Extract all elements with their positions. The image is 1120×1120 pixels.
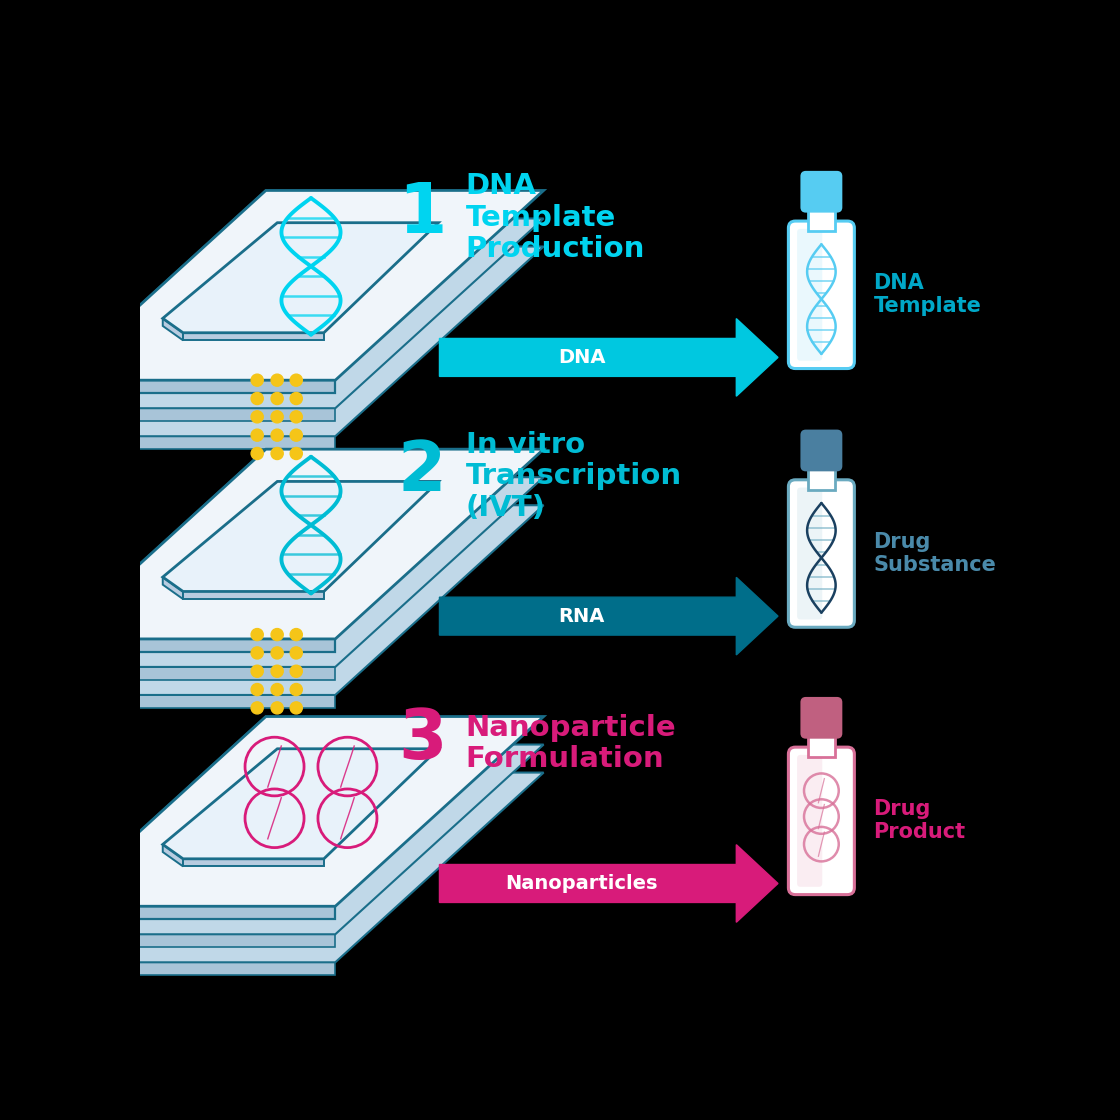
Text: DNA: DNA bbox=[558, 348, 606, 367]
Polygon shape bbox=[57, 934, 335, 948]
Polygon shape bbox=[162, 844, 183, 867]
FancyBboxPatch shape bbox=[788, 747, 855, 895]
Circle shape bbox=[251, 628, 263, 641]
Bar bbox=[808, 463, 834, 491]
Polygon shape bbox=[57, 477, 543, 666]
Polygon shape bbox=[57, 906, 335, 920]
Polygon shape bbox=[57, 246, 543, 437]
Circle shape bbox=[271, 429, 283, 441]
Circle shape bbox=[271, 665, 283, 678]
Polygon shape bbox=[57, 218, 265, 421]
Polygon shape bbox=[162, 482, 438, 591]
FancyBboxPatch shape bbox=[802, 698, 841, 738]
Polygon shape bbox=[162, 318, 183, 340]
Circle shape bbox=[251, 702, 263, 713]
Circle shape bbox=[290, 429, 302, 441]
Polygon shape bbox=[183, 591, 324, 599]
Polygon shape bbox=[57, 505, 543, 694]
Circle shape bbox=[290, 374, 302, 386]
Circle shape bbox=[251, 683, 263, 696]
Circle shape bbox=[271, 702, 283, 713]
Text: In vitro
Transcription
(IVT): In vitro Transcription (IVT) bbox=[466, 431, 682, 522]
Polygon shape bbox=[57, 962, 335, 976]
Circle shape bbox=[251, 411, 263, 423]
Text: RNA: RNA bbox=[559, 607, 605, 626]
Text: Nanoparticles: Nanoparticles bbox=[505, 874, 657, 893]
Polygon shape bbox=[57, 694, 335, 708]
Circle shape bbox=[251, 374, 263, 386]
FancyArrow shape bbox=[439, 577, 778, 655]
Text: DNA
Template: DNA Template bbox=[874, 273, 981, 317]
Polygon shape bbox=[162, 749, 438, 859]
Text: 1: 1 bbox=[398, 179, 446, 246]
FancyBboxPatch shape bbox=[802, 430, 841, 470]
FancyArrow shape bbox=[439, 318, 778, 396]
Circle shape bbox=[271, 628, 283, 641]
Circle shape bbox=[271, 683, 283, 696]
Polygon shape bbox=[57, 218, 543, 408]
Polygon shape bbox=[57, 190, 543, 380]
FancyBboxPatch shape bbox=[797, 487, 822, 619]
Text: 3: 3 bbox=[398, 706, 446, 773]
Polygon shape bbox=[57, 745, 543, 934]
Circle shape bbox=[290, 411, 302, 423]
FancyBboxPatch shape bbox=[797, 755, 822, 887]
Polygon shape bbox=[57, 380, 335, 393]
Polygon shape bbox=[57, 717, 543, 906]
Polygon shape bbox=[57, 717, 265, 920]
Polygon shape bbox=[183, 859, 324, 867]
Circle shape bbox=[251, 429, 263, 441]
Circle shape bbox=[290, 392, 302, 404]
Polygon shape bbox=[57, 773, 543, 962]
Circle shape bbox=[290, 448, 302, 459]
Polygon shape bbox=[57, 190, 265, 393]
Bar bbox=[808, 730, 834, 757]
FancyBboxPatch shape bbox=[788, 221, 855, 368]
Circle shape bbox=[290, 665, 302, 678]
Circle shape bbox=[290, 628, 302, 641]
FancyArrow shape bbox=[439, 844, 778, 922]
Circle shape bbox=[290, 683, 302, 696]
FancyBboxPatch shape bbox=[797, 228, 822, 361]
FancyBboxPatch shape bbox=[802, 171, 841, 212]
Text: Drug
Product: Drug Product bbox=[874, 800, 965, 842]
Circle shape bbox=[290, 702, 302, 713]
Circle shape bbox=[251, 392, 263, 404]
Polygon shape bbox=[57, 408, 335, 421]
Circle shape bbox=[271, 647, 283, 659]
Polygon shape bbox=[57, 477, 265, 680]
Circle shape bbox=[271, 374, 283, 386]
Polygon shape bbox=[57, 638, 335, 652]
Polygon shape bbox=[57, 773, 265, 976]
Polygon shape bbox=[57, 449, 543, 638]
Circle shape bbox=[271, 392, 283, 404]
Polygon shape bbox=[57, 745, 265, 948]
Polygon shape bbox=[57, 666, 335, 680]
Bar bbox=[808, 204, 834, 232]
Polygon shape bbox=[57, 449, 265, 652]
Circle shape bbox=[271, 448, 283, 459]
Circle shape bbox=[271, 411, 283, 423]
FancyBboxPatch shape bbox=[788, 479, 855, 627]
Circle shape bbox=[251, 647, 263, 659]
Polygon shape bbox=[162, 223, 438, 333]
Circle shape bbox=[251, 665, 263, 678]
Text: 2: 2 bbox=[398, 438, 446, 505]
Polygon shape bbox=[162, 577, 183, 599]
Circle shape bbox=[290, 647, 302, 659]
Text: Drug
Substance: Drug Substance bbox=[874, 532, 997, 576]
Text: DNA
Template
Production: DNA Template Production bbox=[466, 172, 645, 263]
Polygon shape bbox=[57, 505, 265, 708]
Polygon shape bbox=[57, 246, 265, 449]
Polygon shape bbox=[183, 333, 324, 340]
Circle shape bbox=[251, 448, 263, 459]
Text: Nanoparticle
Formulation: Nanoparticle Formulation bbox=[466, 713, 676, 773]
Polygon shape bbox=[57, 437, 335, 449]
